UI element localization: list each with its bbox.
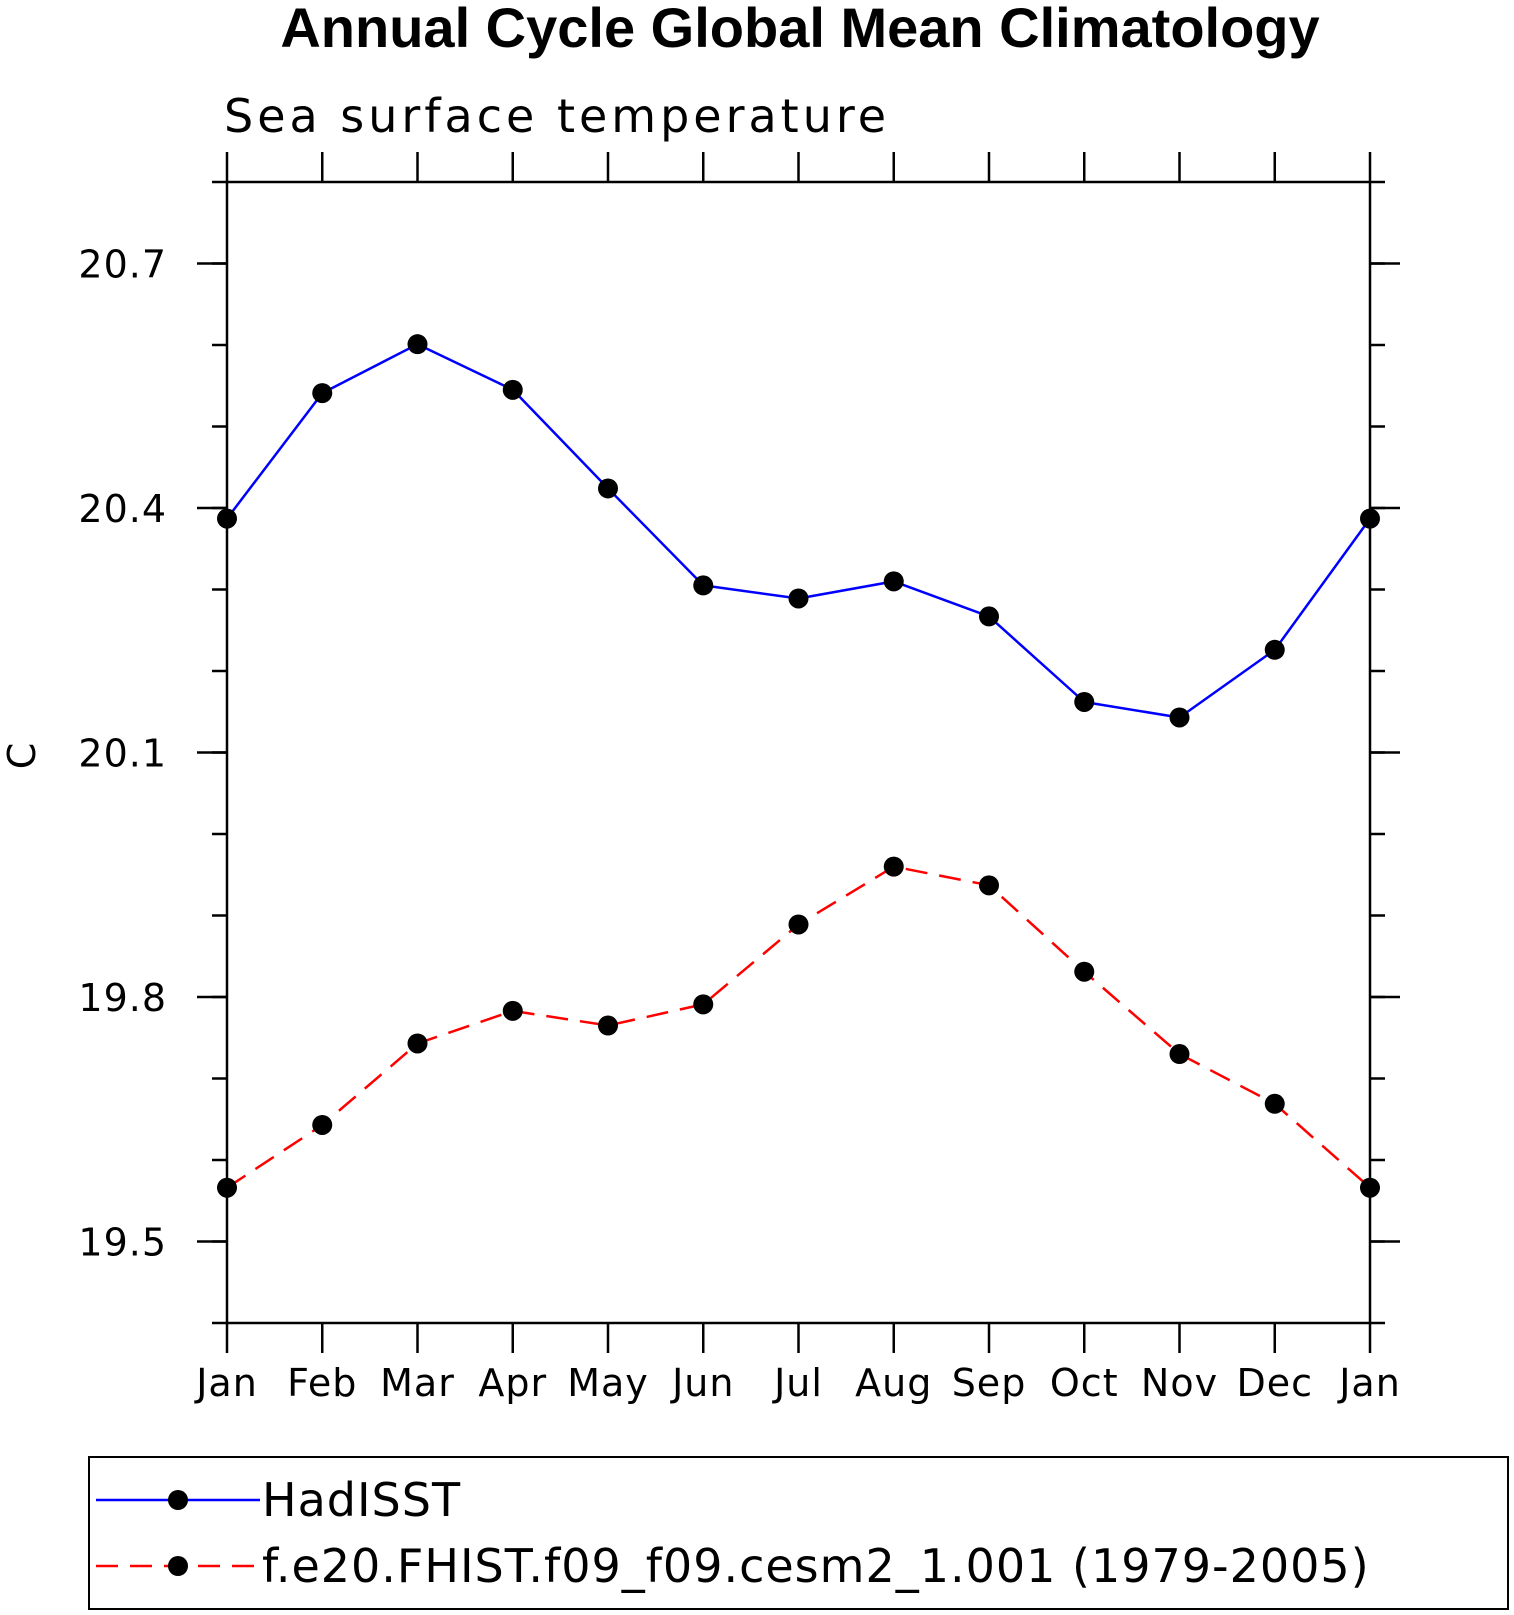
data-point-1 <box>1360 1177 1380 1198</box>
x-tick-label: Mar <box>380 1361 455 1405</box>
legend-label-hadisst: HadISST <box>262 1473 461 1527</box>
data-point-0 <box>1074 691 1095 712</box>
x-tick-label: Jun <box>670 1361 734 1405</box>
data-point-1 <box>217 1177 237 1198</box>
y-tick-label: 20.1 <box>78 732 167 776</box>
chart-subtitle: Sea surface temperature <box>224 89 890 143</box>
data-point-0 <box>1264 639 1285 660</box>
x-tick-label: Oct <box>1050 1361 1119 1405</box>
data-point-1 <box>1169 1044 1190 1065</box>
series-lines <box>226 342 1372 1189</box>
legend: HadISST f.e20.FHIST.f09_f09.cesm2_1.001 … <box>88 1456 1509 1610</box>
data-point-0 <box>598 478 618 499</box>
x-tick-label: Feb <box>287 1361 357 1405</box>
x-tick-label: Jul <box>772 1361 823 1405</box>
x-tick-label: Jan <box>1337 1361 1401 1405</box>
x-tick-label: Aug <box>855 1361 932 1405</box>
x-tick-label: Apr <box>478 1361 547 1405</box>
data-point-1 <box>502 1000 523 1021</box>
data-point-0 <box>1360 508 1380 529</box>
chart-title: Annual Cycle Global Mean Climatology <box>280 0 1319 59</box>
y-tick-label: 19.5 <box>78 1221 167 1265</box>
legend-item-hadisst: HadISST <box>96 1473 461 1527</box>
legend-item-cesm2: f.e20.FHIST.f09_f09.cesm2_1.001 (1979-20… <box>96 1539 1370 1593</box>
y-tick-label: 20.4 <box>78 487 167 531</box>
data-point-0 <box>1169 707 1190 728</box>
data-point-1 <box>312 1114 333 1135</box>
x-tick-label: May <box>567 1361 649 1405</box>
series-line-0 <box>226 342 1372 719</box>
x-tick-label: Nov <box>1141 1361 1218 1405</box>
axis-ticks <box>197 152 1400 1353</box>
data-point-0 <box>407 334 428 355</box>
series-markers <box>217 334 1380 1198</box>
x-tick-label: Dec <box>1236 1361 1313 1405</box>
legend-marker-cesm2 <box>168 1556 188 1576</box>
data-point-0 <box>312 383 333 404</box>
data-point-1 <box>407 1033 428 1054</box>
data-point-0 <box>502 379 523 400</box>
x-tick-labels: Jan Feb Mar Apr May Jun Jul Aug Sep Oct Nov Dec Jan <box>194 1361 1401 1405</box>
x-tick-label: Jan <box>194 1361 258 1405</box>
legend-box <box>88 1456 1509 1610</box>
data-point-1 <box>788 914 809 935</box>
data-point-0 <box>979 606 999 627</box>
data-point-0 <box>217 508 237 529</box>
legend-marker-hadisst <box>168 1490 188 1510</box>
y-axis-label: C <box>0 743 44 770</box>
data-point-0 <box>693 575 714 596</box>
data-point-1 <box>693 994 714 1015</box>
y-tick-label: 19.8 <box>78 976 167 1020</box>
legend-label-cesm2: f.e20.FHIST.f09_f09.cesm2_1.001 (1979-20… <box>262 1539 1370 1593</box>
data-point-1 <box>598 1015 618 1036</box>
data-point-1 <box>1074 961 1095 982</box>
x-tick-label: Sep <box>952 1361 1027 1405</box>
data-point-0 <box>788 588 809 609</box>
y-tick-label: 20.7 <box>78 243 167 287</box>
data-point-1 <box>1264 1093 1285 1114</box>
data-point-0 <box>883 571 904 592</box>
data-point-1 <box>883 856 904 877</box>
data-point-1 <box>979 875 999 896</box>
y-tick-labels: 19.5 19.8 20.1 20.4 20.7 <box>78 243 167 1265</box>
